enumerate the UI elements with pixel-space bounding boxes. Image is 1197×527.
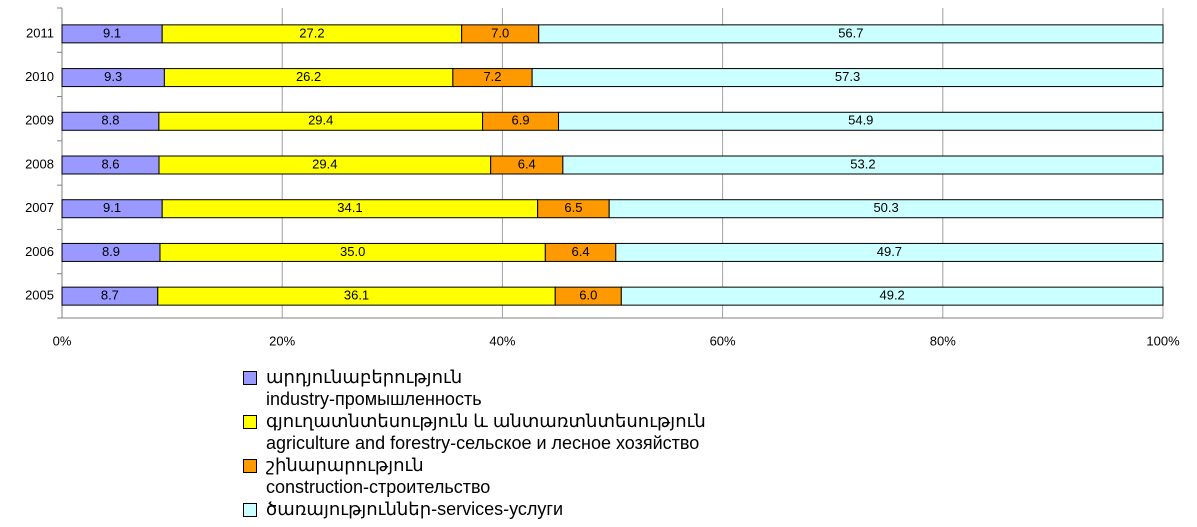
legend-swatch: [243, 459, 257, 473]
x-tick-label: 20%: [269, 333, 295, 348]
data-label: 6.9: [512, 113, 530, 128]
data-label: 29.4: [308, 113, 333, 128]
data-label: 7.0: [491, 25, 509, 40]
data-label: 56.7: [838, 25, 863, 40]
data-label: 8.9: [102, 244, 120, 259]
y-tick-label: 2007: [25, 200, 54, 215]
bar-segment: [558, 111, 1164, 131]
chart: 0% 20% 40% 60% 80% 100% 2011 9.1 27.2 7.0 56.7 2010…: [25, 7, 1180, 348]
data-label: 54.9: [848, 113, 873, 128]
data-label: 49.7: [877, 244, 902, 259]
data-label: 8.6: [101, 156, 119, 171]
bar-segment: [620, 286, 1164, 306]
data-label: 6.4: [572, 244, 590, 259]
legend-entry: ծառայություններ-services-услуги: [240, 498, 706, 520]
y-tick-label: 2006: [25, 244, 54, 259]
data-label: 57.3: [835, 69, 860, 84]
bar-segment: [562, 155, 1164, 175]
legend-label: շինարարություն construction-строительств…: [266, 455, 491, 497]
legend-swatch: [243, 371, 257, 385]
bar-segment: [608, 199, 1164, 219]
legend-label: արդյունաբերություն industry-промышленнос…: [266, 367, 482, 409]
data-label: 53.2: [850, 156, 875, 171]
data-label: 6.4: [518, 156, 536, 171]
data-label: 9.3: [104, 69, 122, 84]
x-tick-label: 0%: [53, 333, 72, 348]
x-tick-label: 40%: [489, 333, 515, 348]
data-label: 6.0: [579, 288, 597, 303]
y-tick-label: 2009: [25, 113, 54, 128]
data-label: 36.1: [344, 288, 369, 303]
legend-entry: գյուղատնտեսություն և անտառտնտեսություն a…: [240, 410, 706, 454]
data-label: 34.1: [337, 200, 362, 215]
legend-label: ծառայություններ-services-услуги: [266, 499, 564, 519]
y-tick-label: 2010: [25, 69, 54, 84]
data-label: 50.3: [873, 200, 898, 215]
data-label: 27.2: [299, 25, 324, 40]
legend: արդյունաբերություն industry-промышленнос…: [240, 366, 706, 520]
data-label: 8.8: [101, 113, 119, 128]
bar-segment: [538, 24, 1164, 44]
data-label: 35.0: [340, 244, 365, 259]
data-label: 9.1: [103, 200, 121, 215]
legend-swatch: [243, 503, 257, 517]
x-tick-label: 100%: [1146, 333, 1180, 348]
x-tick-label: 60%: [710, 333, 736, 348]
bar-segment: [531, 68, 1164, 88]
data-label: 29.4: [312, 156, 337, 171]
legend-label: գյուղատնտեսություն և անտառտնտեսություն a…: [266, 411, 706, 453]
x-tick-label: 80%: [930, 333, 956, 348]
y-tick-label: 2011: [26, 25, 54, 40]
y-tick-label: 2005: [25, 288, 54, 303]
data-label: 7.2: [483, 69, 501, 84]
bar-segment: [615, 242, 1164, 262]
data-label: 8.7: [101, 288, 119, 303]
legend-swatch: [243, 415, 257, 429]
legend-entry: շինարարություն construction-строительств…: [240, 454, 706, 498]
legend-entry: արդյունաբերություն industry-промышленнос…: [240, 366, 706, 410]
data-label: 49.2: [879, 288, 904, 303]
data-label: 26.2: [296, 69, 321, 84]
data-label: 6.5: [564, 200, 582, 215]
data-label: 9.1: [103, 25, 121, 40]
y-tick-label: 2008: [25, 156, 54, 171]
